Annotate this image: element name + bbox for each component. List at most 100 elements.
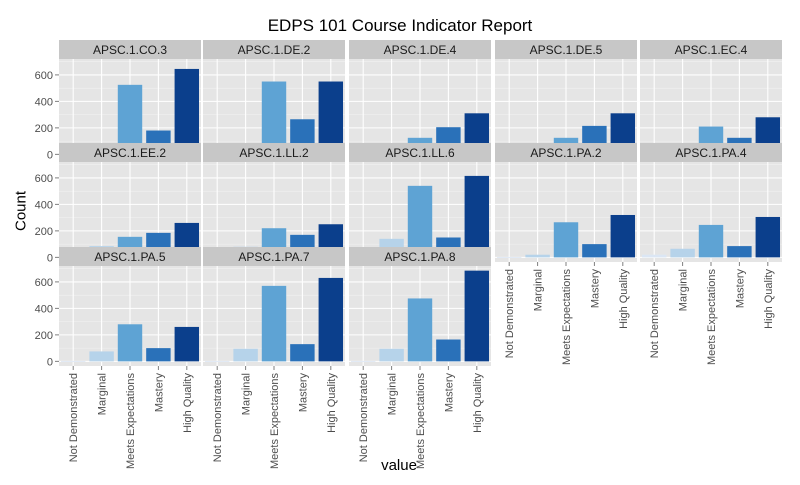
x-tick-label: Not Demonstrated (212, 373, 224, 462)
y-tick-label: 0 (47, 356, 53, 368)
bar (60, 360, 86, 362)
facet-panel: APSC.1.EC.4 (640, 40, 782, 159)
x-tick-label: Meets Expectations (125, 373, 137, 469)
facet-panel: APSC.1.DE.2 (203, 40, 345, 159)
bar (233, 348, 258, 362)
bar (641, 254, 667, 258)
facet-strip (349, 143, 491, 162)
facet-strip (203, 247, 345, 266)
facet-label: APSC.1.EE.2 (94, 146, 166, 160)
bar (117, 324, 143, 362)
facet-strip (349, 40, 491, 59)
x-tick-label: Meets Expectations (561, 269, 573, 365)
facet-label: APSC.1.DE.4 (384, 43, 457, 57)
bar (698, 224, 724, 258)
x-tick-label: Not Demonstrated (358, 373, 370, 462)
x-tick-label: Marginal (533, 269, 545, 311)
facet-label: APSC.1.DE.2 (238, 43, 311, 57)
bar (525, 254, 550, 258)
y-tick-label: 600 (35, 70, 53, 82)
facet-panel: APSC.1.PA.8 Not Demonstrated Marginal Meets… (349, 247, 491, 469)
bar (261, 285, 287, 362)
y-tick-label: 0 (47, 252, 53, 264)
bar (464, 175, 490, 258)
facet-label: APSC.1.PA.8 (384, 250, 455, 264)
y-tick-label: 400 (35, 303, 53, 315)
bar (610, 214, 636, 258)
x-tick-label: Marginal (678, 269, 690, 311)
facet-strip (349, 247, 491, 266)
facet-panel: APSC.1.PA.4 Not Demonstrated Marginal Meets… (640, 143, 782, 365)
bar (146, 348, 171, 362)
x-tick-label: Not Demonstrated (649, 269, 661, 358)
x-tick-label: Not Demonstrated (68, 373, 80, 462)
bar (174, 68, 200, 155)
bar (261, 81, 287, 155)
x-tick-label: High Quality (763, 269, 775, 329)
facet-label: APSC.1.EC.4 (675, 43, 748, 57)
x-tick-label: Mastery (734, 269, 746, 309)
x-tick-label: High Quality (472, 373, 484, 433)
bar (464, 270, 490, 362)
facet-strip (59, 143, 201, 162)
bar (318, 277, 344, 362)
x-tick-label: Not Demonstrated (504, 269, 516, 358)
facet-strip (495, 143, 637, 162)
facet-strip (59, 40, 201, 59)
facet-strip (640, 40, 782, 59)
y-tick-label: 200 (35, 330, 53, 342)
bar (318, 81, 344, 155)
x-tick-label: High Quality (326, 373, 338, 433)
x-tick-label: Marginal (241, 373, 253, 415)
facet-panel: APSC.1.EE.2 0 200 400 600 (35, 143, 201, 264)
facet-panel: APSC.1.DE.5 (495, 40, 637, 159)
bar (727, 246, 752, 258)
x-tick-label: High Quality (618, 269, 630, 329)
x-tick-label: Marginal (387, 373, 399, 415)
bar (350, 360, 376, 362)
facet-label: APSC.1.PA.4 (675, 146, 746, 160)
facet-label: APSC.1.PA.7 (238, 250, 309, 264)
y-tick-label: 400 (35, 199, 53, 211)
facet-label: APSC.1.PA.2 (530, 146, 601, 160)
x-tick-label: High Quality (182, 373, 194, 433)
x-axis-title: value (381, 457, 417, 474)
x-tick-label: Marginal (97, 373, 109, 415)
facet-strip (203, 40, 345, 59)
chart-title: EDPS 101 Course Indicator Report (267, 16, 533, 35)
bar (436, 339, 461, 362)
y-tick-label: 600 (35, 277, 53, 289)
x-tick-label: Meets Expectations (706, 269, 718, 365)
bar (755, 216, 781, 258)
bar (117, 84, 143, 155)
facet-label: APSC.1.LL.2 (239, 146, 309, 160)
facet-panel: APSC.1.PA.5 0 200 400 600 Not Demonstrated Mar… (35, 247, 201, 469)
y-tick-label: 600 (35, 173, 53, 185)
x-tick-label: Meets Expectations (269, 373, 281, 469)
facet-label: APSC.1.DE.5 (530, 43, 603, 57)
bar (204, 360, 230, 362)
bar (89, 351, 114, 362)
facet-panel: APSC.1.LL.2 (203, 143, 345, 262)
x-tick-label: Mastery (589, 269, 601, 309)
y-tick-label: 400 (35, 96, 53, 108)
y-tick-label: 200 (35, 226, 53, 238)
x-tick-label: Mastery (297, 373, 309, 413)
x-tick-label: Meets Expectations (415, 373, 427, 469)
facet-label: APSC.1.LL.6 (385, 146, 455, 160)
bar (379, 348, 404, 362)
y-tick-label: 0 (47, 149, 53, 161)
bar (670, 248, 695, 258)
x-tick-label: Mastery (153, 373, 165, 413)
bar (290, 344, 315, 362)
bar (582, 244, 607, 258)
facet-panel: APSC.1.PA.7 Not Demonstrated Marginal Meets… (203, 247, 345, 469)
facet-panel: APSC.1.DE.4 (349, 40, 491, 159)
facet-panel: APSC.1.LL.6 (349, 143, 491, 262)
x-tick-label: Mastery (443, 373, 455, 413)
bar (553, 222, 579, 258)
facet-strip (59, 247, 201, 266)
facet-strip (640, 143, 782, 162)
bar (407, 185, 433, 258)
